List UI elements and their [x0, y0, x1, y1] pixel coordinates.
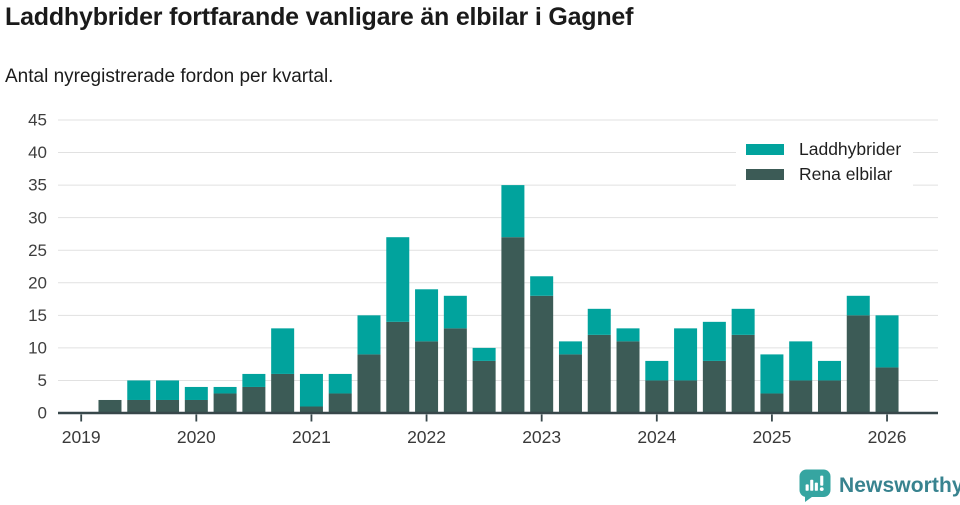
y-tick-label: 25 — [28, 241, 47, 260]
bar-segment — [558, 341, 582, 355]
bar-segment — [875, 367, 899, 413]
bar-segment — [156, 380, 180, 400]
bar-segment — [386, 237, 410, 322]
bar-segment — [558, 354, 582, 413]
bar-segment — [299, 406, 323, 413]
bar-segment — [674, 328, 698, 381]
bar-segment — [472, 360, 496, 413]
bar-segment — [98, 399, 122, 413]
bar-segment — [817, 380, 841, 413]
bar-segment — [443, 295, 467, 329]
bar-segment — [271, 328, 295, 374]
bar-segment — [184, 386, 208, 400]
newsworthy-wordmark: Newsworthy — [839, 474, 960, 497]
y-tick-label: 35 — [28, 176, 47, 195]
bar-segment — [846, 295, 870, 316]
bar-segment — [530, 276, 554, 296]
chart-subtitle: Antal nyregistrerade fordon per kvartal. — [5, 66, 334, 87]
bar-segment — [415, 289, 439, 342]
legend-label-laddhybrider: Laddhybrider — [799, 139, 902, 159]
bar-segment — [127, 380, 151, 400]
bar-segment — [645, 380, 669, 413]
bar-segment — [501, 237, 525, 413]
bar-segment — [213, 393, 237, 413]
bar-segment — [702, 321, 726, 361]
legend-swatch-rena-elbilar — [746, 169, 784, 180]
bar-segment — [127, 399, 151, 413]
x-tick-label: 2022 — [407, 427, 446, 447]
bar-segment — [472, 347, 496, 361]
bar-segment — [645, 360, 669, 381]
bar-segment — [271, 373, 295, 413]
y-tick-label: 20 — [28, 273, 47, 292]
bar-segment — [731, 334, 755, 413]
bar-segment — [875, 315, 899, 368]
newsworthy-logo: Newsworthy — [799, 469, 960, 503]
chart-legend: Laddhybrider Rena elbilar — [736, 133, 914, 191]
bar-segment — [184, 399, 208, 413]
bar-segment — [386, 321, 410, 413]
bar-segment — [587, 334, 611, 413]
y-tick-label: 15 — [28, 306, 47, 325]
bar-segment — [156, 399, 180, 413]
x-tick-label: 2023 — [522, 427, 561, 447]
bar-segment — [213, 386, 237, 394]
x-tick-label: 2019 — [62, 427, 101, 447]
bar-segment — [443, 328, 467, 413]
bar-segment — [242, 373, 266, 387]
y-tick-label: 30 — [28, 208, 47, 227]
bar-segment — [789, 380, 813, 413]
bar-segment — [357, 354, 381, 413]
bar-segment — [299, 373, 323, 407]
bar-segment — [674, 380, 698, 413]
bar-segment — [415, 341, 439, 413]
x-tick-label: 2021 — [292, 427, 331, 447]
bar-segment — [328, 373, 352, 394]
x-tick-label: 2020 — [177, 427, 216, 447]
bar-segment — [616, 341, 640, 413]
chart-title: Laddhybrider fortfarande vanligare än el… — [5, 3, 634, 31]
x-tick-label: 2025 — [752, 427, 791, 447]
x-tick-label: 2024 — [637, 427, 676, 447]
bar-segment — [789, 341, 813, 381]
bar-segment — [760, 354, 784, 394]
bar-segment — [616, 328, 640, 342]
y-tick-label: 10 — [28, 338, 47, 357]
bar-segment — [846, 315, 870, 413]
y-tick-label: 0 — [38, 404, 47, 423]
legend-item-laddhybrider: Laddhybrider — [746, 137, 901, 162]
bar-segment — [817, 360, 841, 381]
legend-item-rena-elbilar: Rena elbilar — [746, 162, 901, 187]
bar-segment — [501, 185, 525, 238]
y-tick-label: 40 — [28, 143, 47, 162]
bar-segment — [242, 386, 266, 413]
y-tick-label: 45 — [28, 111, 47, 130]
bar-segment — [702, 360, 726, 413]
y-tick-label: 5 — [38, 371, 47, 390]
bar-segment — [731, 308, 755, 335]
bar-segment — [357, 315, 381, 355]
legend-label-rena-elbilar: Rena elbilar — [799, 164, 893, 184]
x-tick-label: 2026 — [868, 427, 907, 447]
chart-area: 0 5 10 15 20 25 30 35 40 45 2019 2020 2021 2022 2023 20… — [0, 100, 960, 460]
bar-segment — [760, 393, 784, 413]
legend-swatch-laddhybrider — [746, 144, 784, 155]
bar-segment — [587, 308, 611, 335]
newsworthy-icon — [799, 469, 831, 502]
bar-segment — [530, 295, 554, 413]
bar-segment — [328, 393, 352, 413]
